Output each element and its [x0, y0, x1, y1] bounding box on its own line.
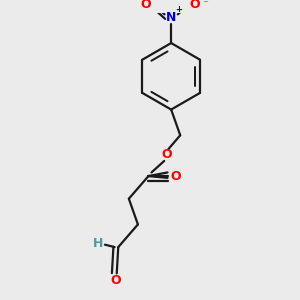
- Text: ⁻: ⁻: [202, 0, 208, 9]
- Text: O: O: [141, 0, 152, 11]
- Text: +: +: [175, 5, 182, 14]
- Text: N: N: [166, 11, 176, 24]
- Text: O: O: [161, 148, 172, 161]
- Text: O: O: [110, 274, 121, 287]
- Text: O: O: [170, 169, 181, 183]
- Text: O: O: [189, 0, 200, 11]
- Text: H: H: [93, 237, 103, 250]
